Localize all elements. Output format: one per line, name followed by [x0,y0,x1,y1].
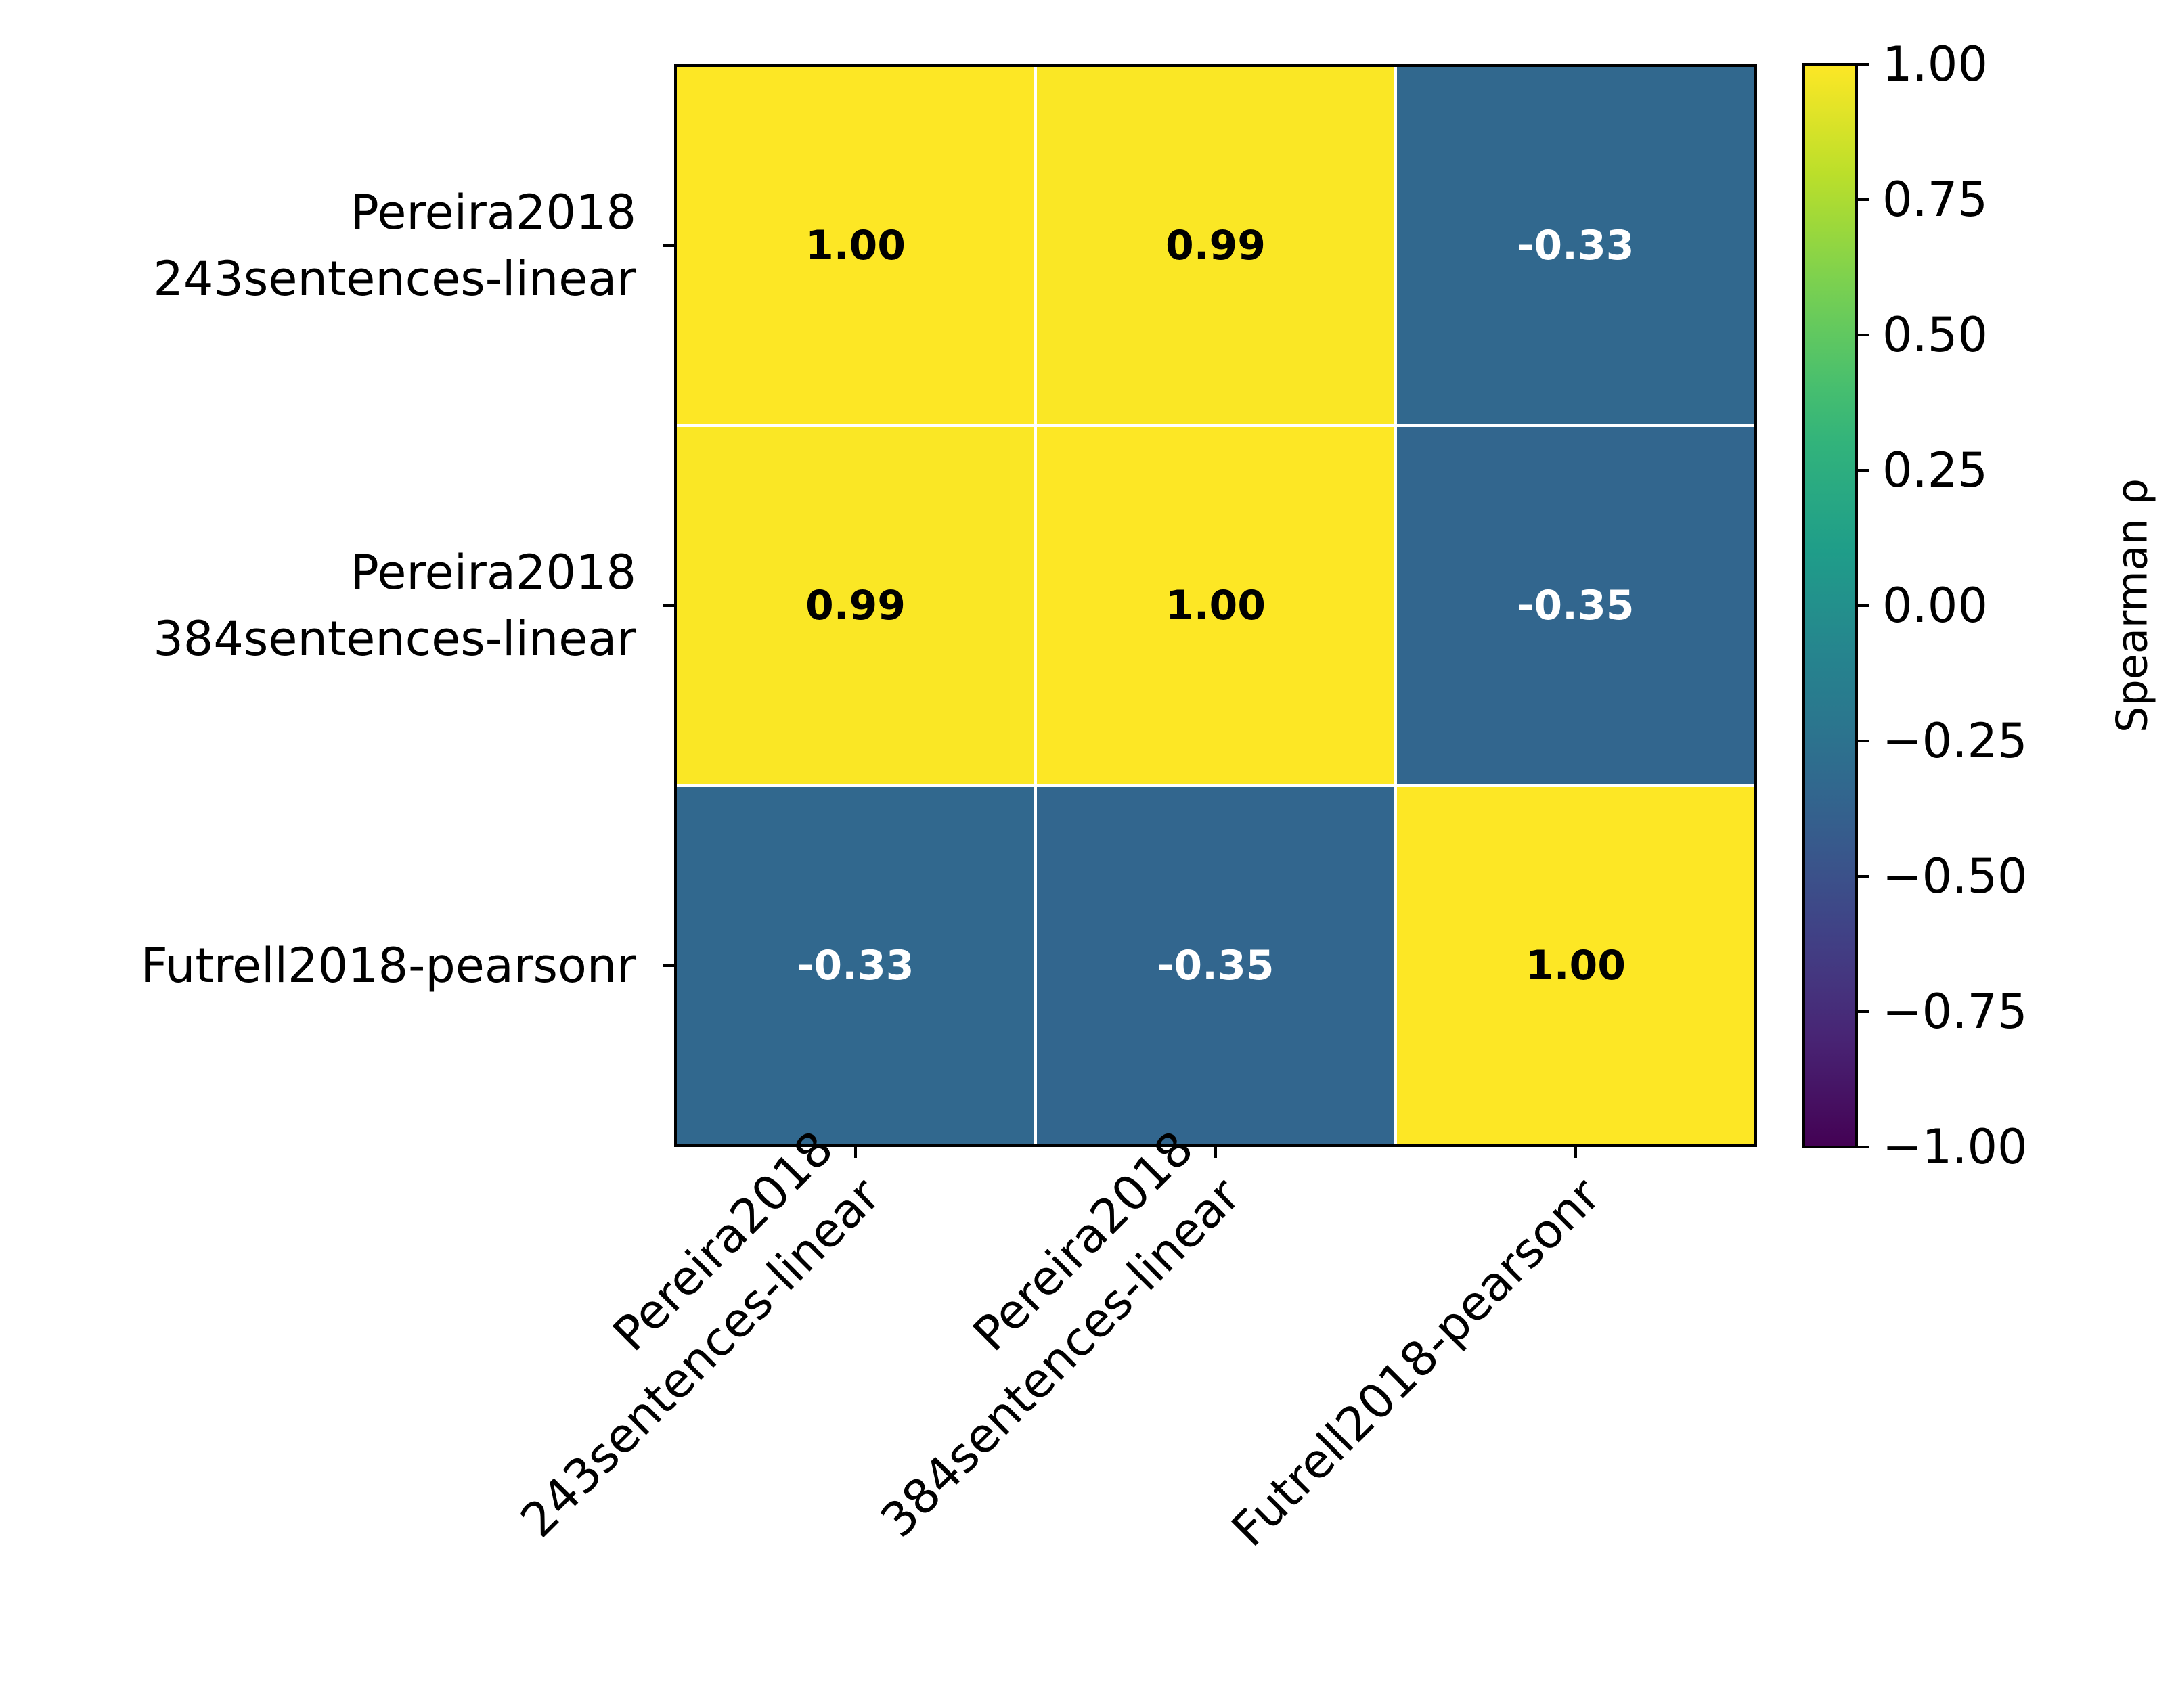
heatmap-cell [1034,64,1397,427]
colorbar-label: Spearman ρ [2108,478,2157,733]
colorbar-tick-label: 0.00 [1882,578,1988,633]
heatmap-cell [1394,424,1757,787]
colorbar-tick-label: −0.75 [1882,984,2028,1039]
colorbar-tick-label: 0.50 [1882,307,1988,363]
heatmap-cell [674,424,1037,787]
x-tick-label: Futrell2018-pearsonr [1221,1167,1611,1557]
cell-value-label: 1.00 [1166,582,1266,629]
x-tick-label: Pereira2018243sentences-linear [463,1121,891,1548]
cell-value-label: 1.00 [1526,942,1626,989]
colorbar-tick-label: −0.50 [1882,849,2028,904]
heatmap-plot-area: 1.00 0.99 -0.33 0.99 1.00 -0.35 -0.33 -0.35 1.00… [141,64,1757,1557]
colorbar-tick-label: 1.00 [1882,37,1988,92]
heatmap-cell [1034,424,1397,787]
cell-value-label: -0.35 [1157,942,1274,989]
cell-value-label: 0.99 [805,582,906,629]
colorbar: 1.00 0.75 0.50 0.25 0.00 −0.25 −0.50 −0.75 −1.00… [1802,37,2157,1175]
cell-value-label: -0.33 [797,942,914,989]
heatmap-cell [1034,784,1397,1147]
colorbar-tick-label: 0.75 [1882,172,1988,227]
colorbar-tick-label: −0.25 [1882,713,2028,769]
y-tick-label: Pereira2018 243sentences-linear [153,185,636,307]
colorbar-tick-label: −1.00 [1882,1119,2028,1175]
colorbar-tick-label: 0.25 [1882,443,1988,498]
cell-value-label: -0.33 [1517,222,1635,269]
x-tick-label: Pereira2018384sentences-linear [823,1121,1251,1548]
cell-value-label: 0.99 [1166,222,1266,269]
cell-value-label: 1.00 [805,222,906,269]
y-tick-label: Futrell2018-pearsonr [141,938,637,993]
y-tick-label: Pereira2018 384sentences-linear [153,545,636,667]
colorbar-gradient [1802,63,1858,1148]
cell-value-label: -0.35 [1517,582,1635,629]
heatmap-cell [674,64,1037,427]
